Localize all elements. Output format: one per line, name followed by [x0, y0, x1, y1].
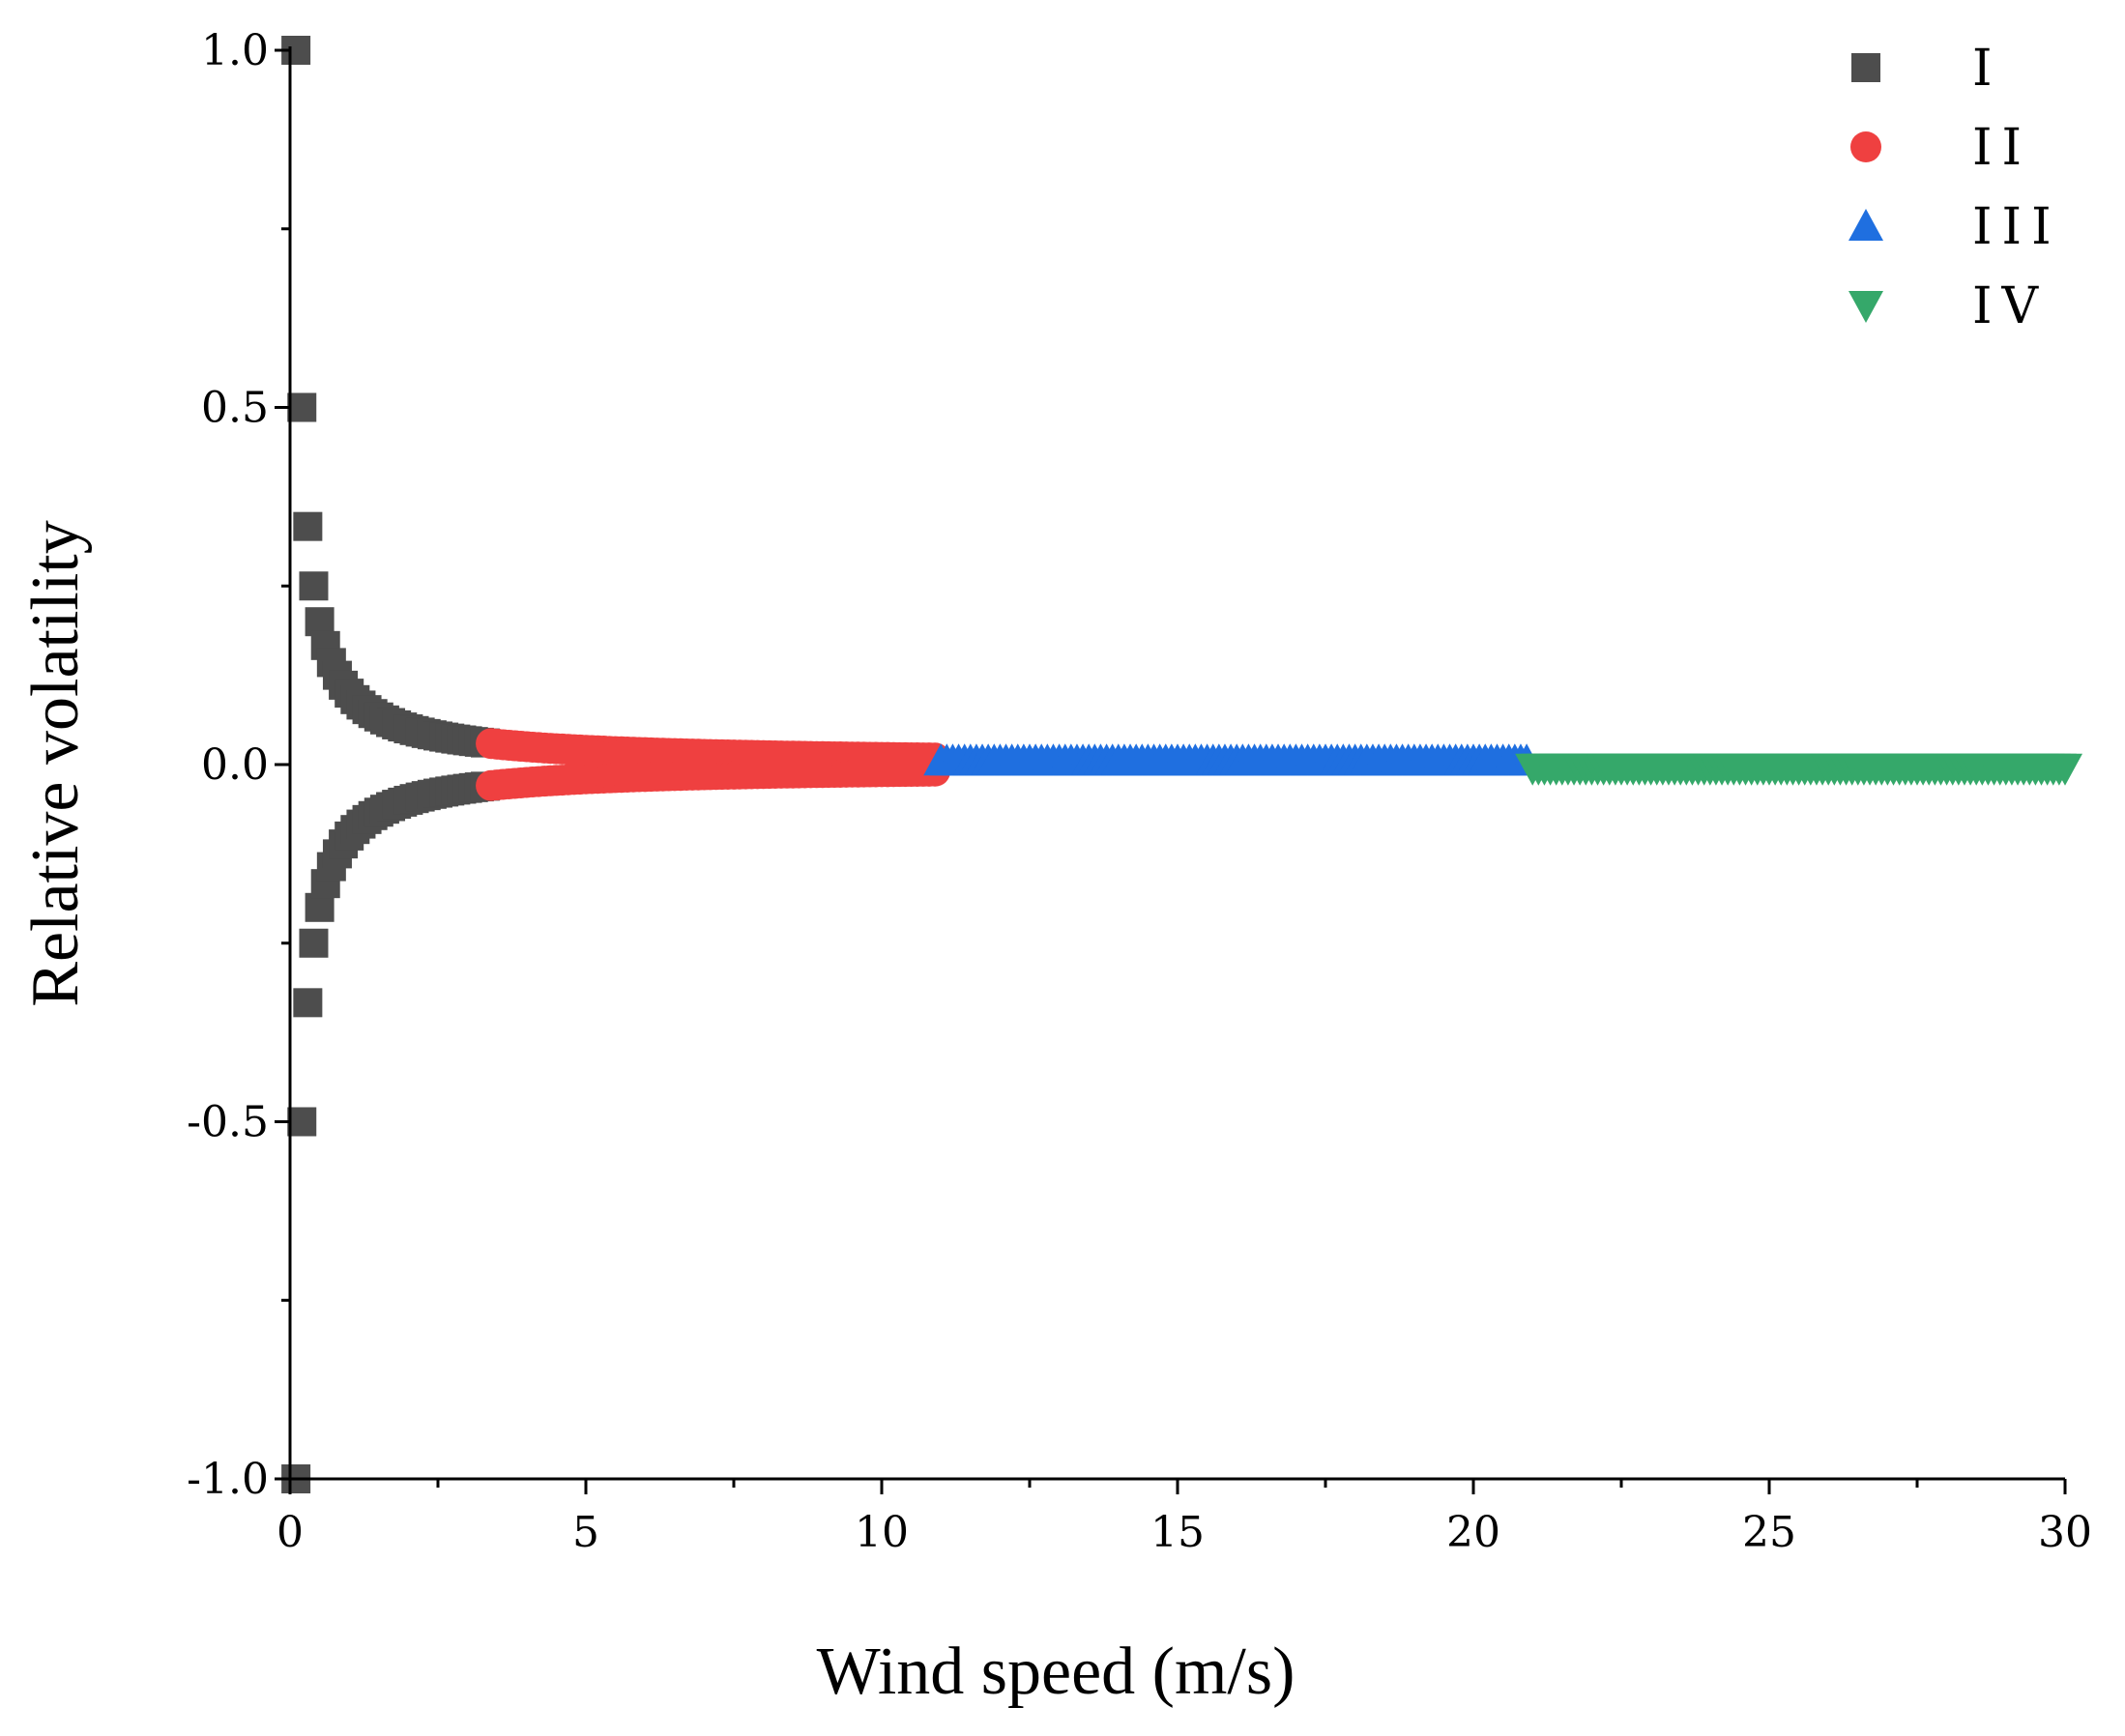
legend-label: II: [1972, 119, 2031, 177]
legend-marker: [1850, 131, 1881, 162]
data-point: [293, 988, 323, 1018]
legend-item-II: II: [1850, 119, 2031, 177]
data-point: [299, 571, 329, 601]
y-tick-label: 1.0: [201, 26, 269, 75]
data-point: [287, 392, 317, 422]
series-III-markers: [923, 743, 1545, 776]
x-tick-label: 10: [855, 1508, 909, 1557]
y-axis-title: Relative volatility: [18, 520, 93, 1007]
x-tick-label: 5: [572, 1508, 599, 1557]
axes: 0 5 10 15 20 25 30 -1.0 -0.5 0.0 0.5 1.0: [187, 26, 2092, 1557]
x-tick-label: 15: [1150, 1508, 1205, 1557]
x-tick-label: 0: [277, 1508, 304, 1557]
y-tick-label: 0.0: [201, 740, 269, 790]
legend-marker: [1848, 209, 1883, 241]
legend-label: III: [1972, 198, 2061, 256]
legend-marker: [1851, 53, 1880, 82]
y-tick-label: -1.0: [187, 1455, 269, 1504]
legend-item-I: I: [1851, 40, 2002, 98]
x-tick-label: 20: [1446, 1508, 1500, 1557]
y-tick-label: -0.5: [187, 1098, 269, 1147]
y-axis-ticks: -1.0 -0.5 0.0 0.5 1.0: [187, 26, 290, 1504]
data-point: [299, 928, 329, 958]
series-II-markers: [476, 728, 951, 801]
series-I-markers: [281, 36, 500, 1493]
x-tick-label: 30: [2038, 1508, 2092, 1557]
x-axis-ticks: 0 5 10 15 20 25 30: [277, 1479, 2092, 1557]
plot-markers: [281, 36, 2082, 1493]
data-point: [293, 511, 323, 541]
legend-marker: [1848, 291, 1883, 323]
x-axis-title: Wind speed (m/s): [817, 1635, 1295, 1709]
legend-item-IV: IV: [1848, 277, 2048, 335]
legend-item-III: III: [1848, 198, 2061, 256]
y-tick-label: 0.5: [201, 384, 269, 433]
data-point: [287, 1107, 317, 1137]
legend-label: I: [1972, 40, 2002, 98]
x-tick-label: 25: [1742, 1508, 1796, 1557]
data-point: [2048, 753, 2082, 786]
series-IV-markers: [1515, 753, 2082, 786]
legend-label: IV: [1972, 277, 2048, 335]
